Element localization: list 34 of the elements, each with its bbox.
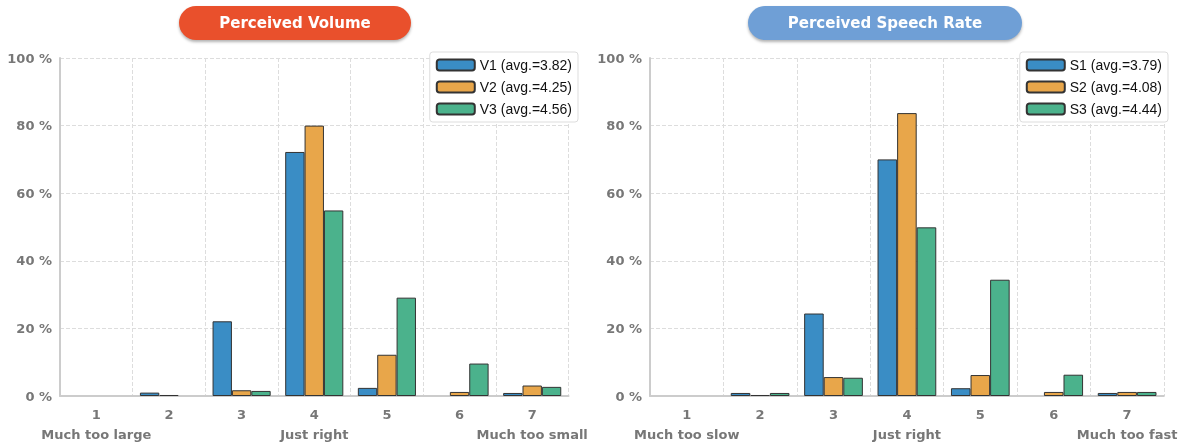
y-tick-label: 100 % [597,50,642,66]
x-tick-label: 3 [237,406,247,422]
x-tick-label: 1 Much too slow [633,406,740,442]
y-tick-label: 80 % [16,118,52,134]
legend-label: S3 (avg.=4.44) [1069,101,1163,117]
x-tick-label: 4 Just right [871,406,942,442]
y-tick-label: 0 % [25,388,52,404]
y-tick-label: 20 % [606,320,642,336]
legend-label: V3 (avg.=4.56) [479,101,573,117]
x-tick-label: 3 [828,406,839,422]
y-tick-label: 100 % [7,50,52,66]
legend-label: V1 (avg.=3.82) [479,57,573,73]
x-tick-label: 6 [455,406,465,422]
y-tick-label: 80 % [606,118,642,134]
x-tick-label: 7 Much too small [476,406,588,442]
x-tick-label: 5 [382,406,392,422]
legend-label: S2 (avg.=4.08) [1069,79,1163,95]
x-tick-label: 7 Much too fast [1076,406,1178,442]
legend-label: S1 (avg.=3.79) [1069,57,1163,73]
x-tick-label: 1 Much too large [41,406,152,442]
y-tick-label: 0 % [615,388,642,404]
x-tick-label: 5 [975,406,985,422]
x-tick-label: 4 Just right [279,406,349,442]
y-tick-label: 20 % [16,320,52,336]
x-tick-label: 2 [164,406,174,422]
chart-title: Perceived Volume [179,6,411,40]
y-tick-label: 60 % [16,185,52,201]
legend-label: V2 (avg.=4.25) [479,79,573,95]
chart-title: Perceived Speech Rate [747,6,1023,40]
y-tick-label: 40 % [16,253,52,269]
y-tick-label: 60 % [606,185,642,201]
y-tick-label: 40 % [606,253,642,269]
x-tick-label: 6 [1049,406,1059,422]
x-tick-label: 2 [755,406,765,422]
